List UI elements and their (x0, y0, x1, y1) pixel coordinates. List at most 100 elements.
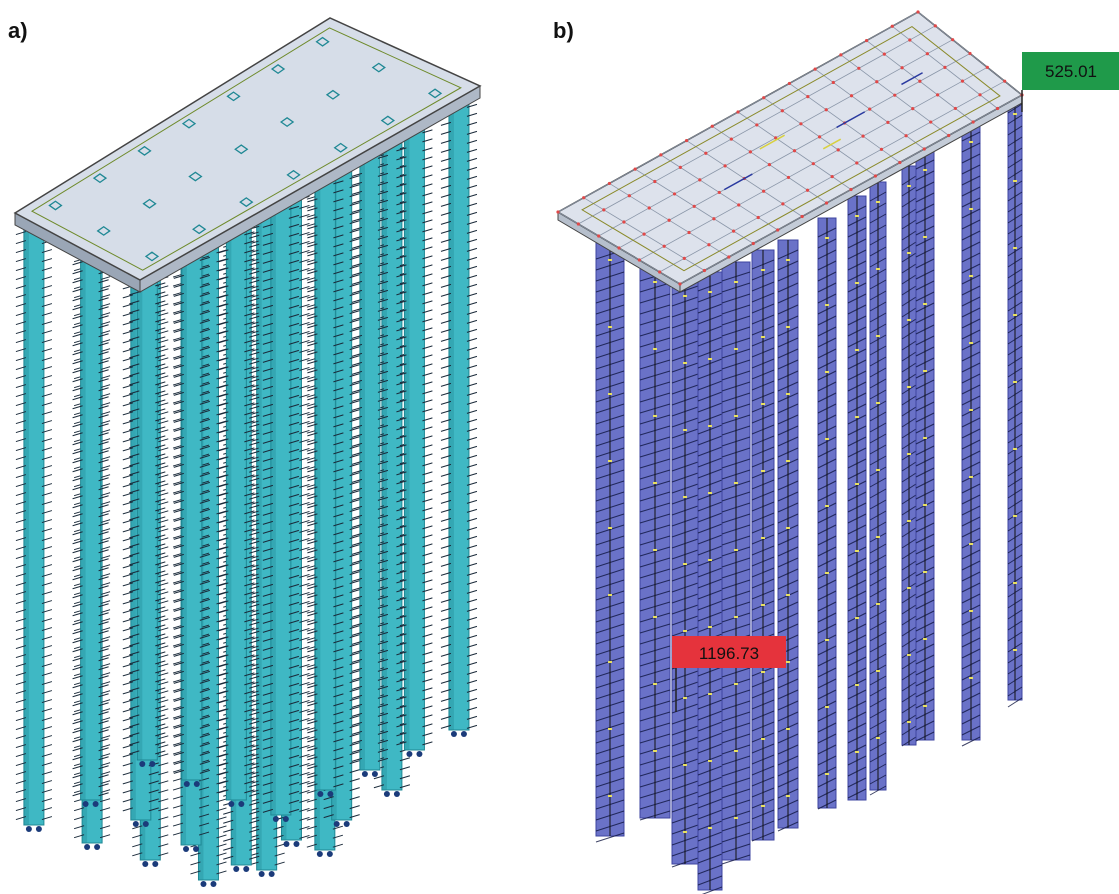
mesh-node (898, 160, 902, 165)
pile-head-marker (380, 115, 395, 126)
mesh-node (831, 80, 835, 85)
mesh-node (911, 107, 915, 111)
pile-strip (777, 239, 799, 832)
mesh-node (836, 148, 840, 152)
max-value-text: 1196.73 (699, 644, 759, 663)
mesh-node (857, 66, 861, 70)
mesh-node (647, 206, 651, 210)
pile-head-marker (239, 197, 254, 208)
pile (15, 214, 53, 832)
mesh-node (707, 243, 711, 247)
mesh-node (698, 178, 702, 182)
mesh-node (947, 133, 951, 138)
panel-a-model (13, 17, 482, 887)
mesh-node (839, 53, 843, 57)
mesh-node (687, 230, 691, 235)
cap-inner-outline (581, 26, 1001, 272)
mesh-node (582, 196, 586, 200)
mesh-node (886, 120, 890, 124)
pile-support (327, 791, 334, 797)
pile-highlight-ticks (923, 169, 927, 707)
mesh-node (936, 93, 940, 97)
mesh-node (968, 51, 972, 56)
pile-support (316, 851, 323, 857)
pile-support (142, 821, 149, 827)
pile-highlight-ticks (855, 215, 859, 753)
mesh-node (776, 228, 780, 232)
mesh-node (737, 203, 741, 207)
pile-support (343, 821, 350, 827)
piles-b (595, 93, 1023, 894)
mesh-node (607, 181, 612, 186)
pile-support (193, 781, 200, 787)
mesh-node (900, 66, 904, 70)
pile-head-marker (142, 198, 157, 209)
pile-shade (381, 65, 387, 790)
pile-head-marker (181, 118, 197, 129)
mesh-node (864, 38, 869, 43)
pile-head-marker (234, 144, 249, 155)
pile-support (361, 771, 368, 777)
mesh-node (731, 229, 736, 233)
mesh-node (751, 241, 755, 246)
mesh-node (667, 218, 671, 222)
mesh-node (755, 123, 759, 127)
mesh-node (576, 222, 580, 226)
pile-head-marker (371, 62, 386, 73)
pile-head-marker (48, 200, 63, 211)
mesh-node (710, 124, 714, 128)
pile (262, 197, 300, 822)
pile-head-marker (325, 89, 341, 100)
mesh-node (659, 153, 663, 157)
mesh-node (774, 136, 778, 140)
mesh-node (824, 108, 828, 112)
mesh-node (817, 135, 822, 139)
mesh-node (824, 201, 829, 205)
mesh-node (918, 79, 922, 83)
pile-head-marker (192, 224, 207, 235)
max-value-box (672, 636, 786, 668)
mesh-node (943, 65, 947, 69)
pile-highlight-ticks (907, 185, 911, 723)
mesh-node (787, 81, 792, 86)
pile-shade (137, 274, 143, 760)
pile-shade (130, 214, 136, 820)
pile-highlight-ticks (761, 269, 765, 807)
pile-support (258, 871, 265, 877)
pile-shade (270, 198, 276, 816)
pile-head-marker (286, 169, 301, 180)
mesh-node (748, 150, 752, 154)
pile-support (268, 871, 275, 877)
pile-cap-b (556, 10, 1024, 293)
pile-shade (226, 223, 232, 801)
pile-strip (1007, 93, 1023, 708)
mesh-node (908, 38, 912, 42)
pile-shade (315, 172, 321, 790)
mesh-node (767, 163, 772, 167)
mesh-node (890, 24, 894, 28)
mesh-node (786, 175, 791, 180)
pile-shade (359, 147, 365, 770)
mesh-node (684, 138, 689, 143)
mesh-node (995, 106, 1000, 111)
pile-support (233, 866, 240, 872)
pile-head-marker (92, 173, 108, 184)
mesh-node (762, 189, 766, 193)
cap-reaction-mark (723, 173, 753, 191)
cap-reaction-mark (759, 134, 785, 150)
mesh-node (556, 210, 560, 214)
pile (396, 121, 433, 757)
panel-b-label: b) (553, 18, 574, 43)
mesh-node (879, 147, 884, 151)
pile-support (460, 731, 467, 737)
panel-b-model (556, 10, 1024, 894)
mesh-node (717, 190, 721, 195)
pile-head-marker (279, 117, 295, 128)
pile-support (183, 846, 190, 852)
mesh-node (781, 202, 785, 206)
pile-support (200, 881, 207, 887)
mesh-node (729, 137, 733, 141)
mesh-node (929, 120, 933, 124)
pile-support (383, 791, 390, 797)
